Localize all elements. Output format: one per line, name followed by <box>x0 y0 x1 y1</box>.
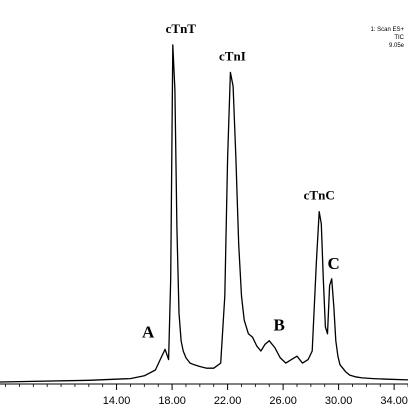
x-tick-label: 34.00 <box>380 395 408 407</box>
peak-labels: cTnT cTnI cTnC A B C <box>142 21 340 341</box>
chromatogram-trace <box>0 44 408 383</box>
x-tick-label: 22.00 <box>214 395 242 407</box>
peak-label-c: C <box>328 254 340 273</box>
peak-label-ctnc: cTnC <box>304 188 335 203</box>
x-tick-label: 14.00 <box>103 395 131 407</box>
x-tick-label: 18.00 <box>158 395 186 407</box>
peak-label-ctnt: cTnT <box>166 21 197 36</box>
x-tick-label: 30.00 <box>325 395 353 407</box>
peak-label-a: A <box>142 322 155 341</box>
scan-info: 1: Scan ES+ TIC 9.05e <box>370 27 404 49</box>
x-axis-ticks: 14.00 18.00 22.00 26.00 30.00 34.00 <box>5 384 408 407</box>
peak-label-b: B <box>274 316 285 335</box>
scan-info-line-2: TIC <box>394 35 404 41</box>
scan-info-line-1: 1: Scan ES+ <box>370 27 404 33</box>
x-tick-label: 26.00 <box>269 395 297 407</box>
scan-info-line-3: 9.05e <box>389 43 405 49</box>
peak-label-ctni: cTnI <box>219 48 246 63</box>
